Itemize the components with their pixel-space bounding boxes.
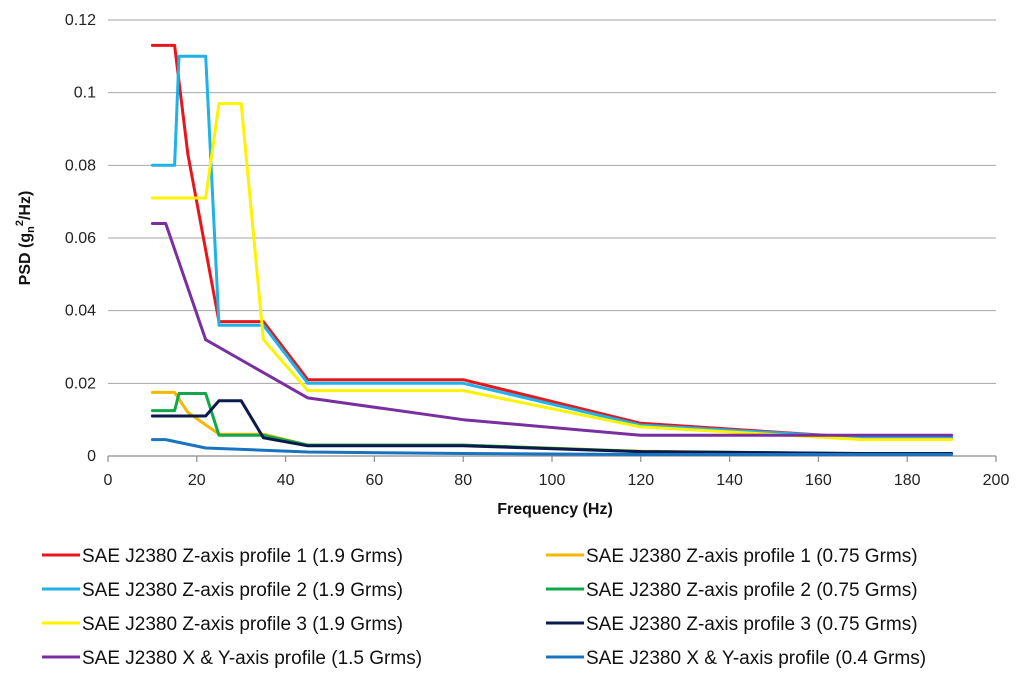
- x-tick-label: 100: [539, 472, 566, 489]
- x-tick-label: 80: [454, 472, 472, 489]
- legend: SAE J2380 Z-axis profile 1 (1.9 Grms) SAE…: [42, 546, 926, 669]
- x-tick-label: 40: [277, 472, 295, 489]
- y-axis-title: PSD (gn2/Hz): [14, 191, 37, 286]
- series-line-7: [150, 222, 954, 437]
- gridlines: [108, 19, 996, 384]
- x-tick-label: 120: [627, 472, 654, 489]
- y-tick-label: 0.04: [65, 303, 96, 320]
- series-line-8: [150, 438, 954, 456]
- x-tick-label: 140: [716, 472, 743, 489]
- series-line-3: [150, 54, 954, 440]
- y-tick-label: 0.1: [74, 85, 96, 102]
- x-axis-title: Frequency (Hz): [497, 501, 613, 518]
- y-tick-label: 0.06: [65, 230, 96, 247]
- legend-label: SAE J2380 X & Y-axis profile (1.5 Grms): [82, 648, 422, 669]
- x-tick-label: 180: [894, 472, 921, 489]
- legend-label: SAE J2380 X & Y-axis profile (0.4 Grms): [586, 648, 926, 669]
- x-tick-label: 20: [188, 472, 206, 489]
- x-tick-label: 60: [366, 472, 384, 489]
- series-line-5: [150, 102, 954, 442]
- legend-label: SAE J2380 Z-axis profile 1 (1.9 Grms): [82, 546, 403, 567]
- legend-item: SAE J2380 Z-axis profile 1 (0.75 Grms): [546, 546, 918, 567]
- axes: [107, 455, 997, 462]
- y-tick-label: 0.12: [65, 12, 96, 29]
- tick-labels: 0 0.02 0.04 0.06 0.08 0.1 0.12 0 20 40 60 80 100 120 1…: [65, 12, 1010, 489]
- legend-label: SAE J2380 Z-axis profile 2 (1.9 Grms): [82, 580, 403, 601]
- series-lines: [150, 43, 954, 456]
- legend-label: SAE J2380 Z-axis profile 2 (0.75 Grms): [586, 580, 918, 601]
- x-tick-label: 0: [104, 472, 113, 489]
- legend-item: SAE J2380 Z-axis profile 3 (1.9 Grms): [42, 614, 403, 635]
- legend-item: SAE J2380 X & Y-axis profile (0.4 Grms): [546, 648, 926, 669]
- legend-label: SAE J2380 Z-axis profile 3 (0.75 Grms): [586, 614, 918, 635]
- legend-item: SAE J2380 Z-axis profile 1 (1.9 Grms): [42, 546, 403, 567]
- legend-label: SAE J2380 Z-axis profile 1 (0.75 Grms): [586, 546, 918, 567]
- legend-item: SAE J2380 X & Y-axis profile (1.5 Grms): [42, 648, 422, 669]
- legend-item: SAE J2380 Z-axis profile 2 (0.75 Grms): [546, 580, 918, 601]
- series-line-6: [150, 399, 954, 455]
- y-tick-label: 0.02: [65, 375, 96, 392]
- y-tick-label: 0.08: [65, 157, 96, 174]
- x-tick-label: 200: [983, 472, 1010, 489]
- y-tick-label: 0: [87, 448, 96, 465]
- legend-item: SAE J2380 Z-axis profile 2 (1.9 Grms): [42, 580, 403, 601]
- x-tick-label: 160: [805, 472, 832, 489]
- legend-item: SAE J2380 Z-axis profile 3 (0.75 Grms): [546, 614, 918, 635]
- legend-label: SAE J2380 Z-axis profile 3 (1.9 Grms): [82, 614, 403, 635]
